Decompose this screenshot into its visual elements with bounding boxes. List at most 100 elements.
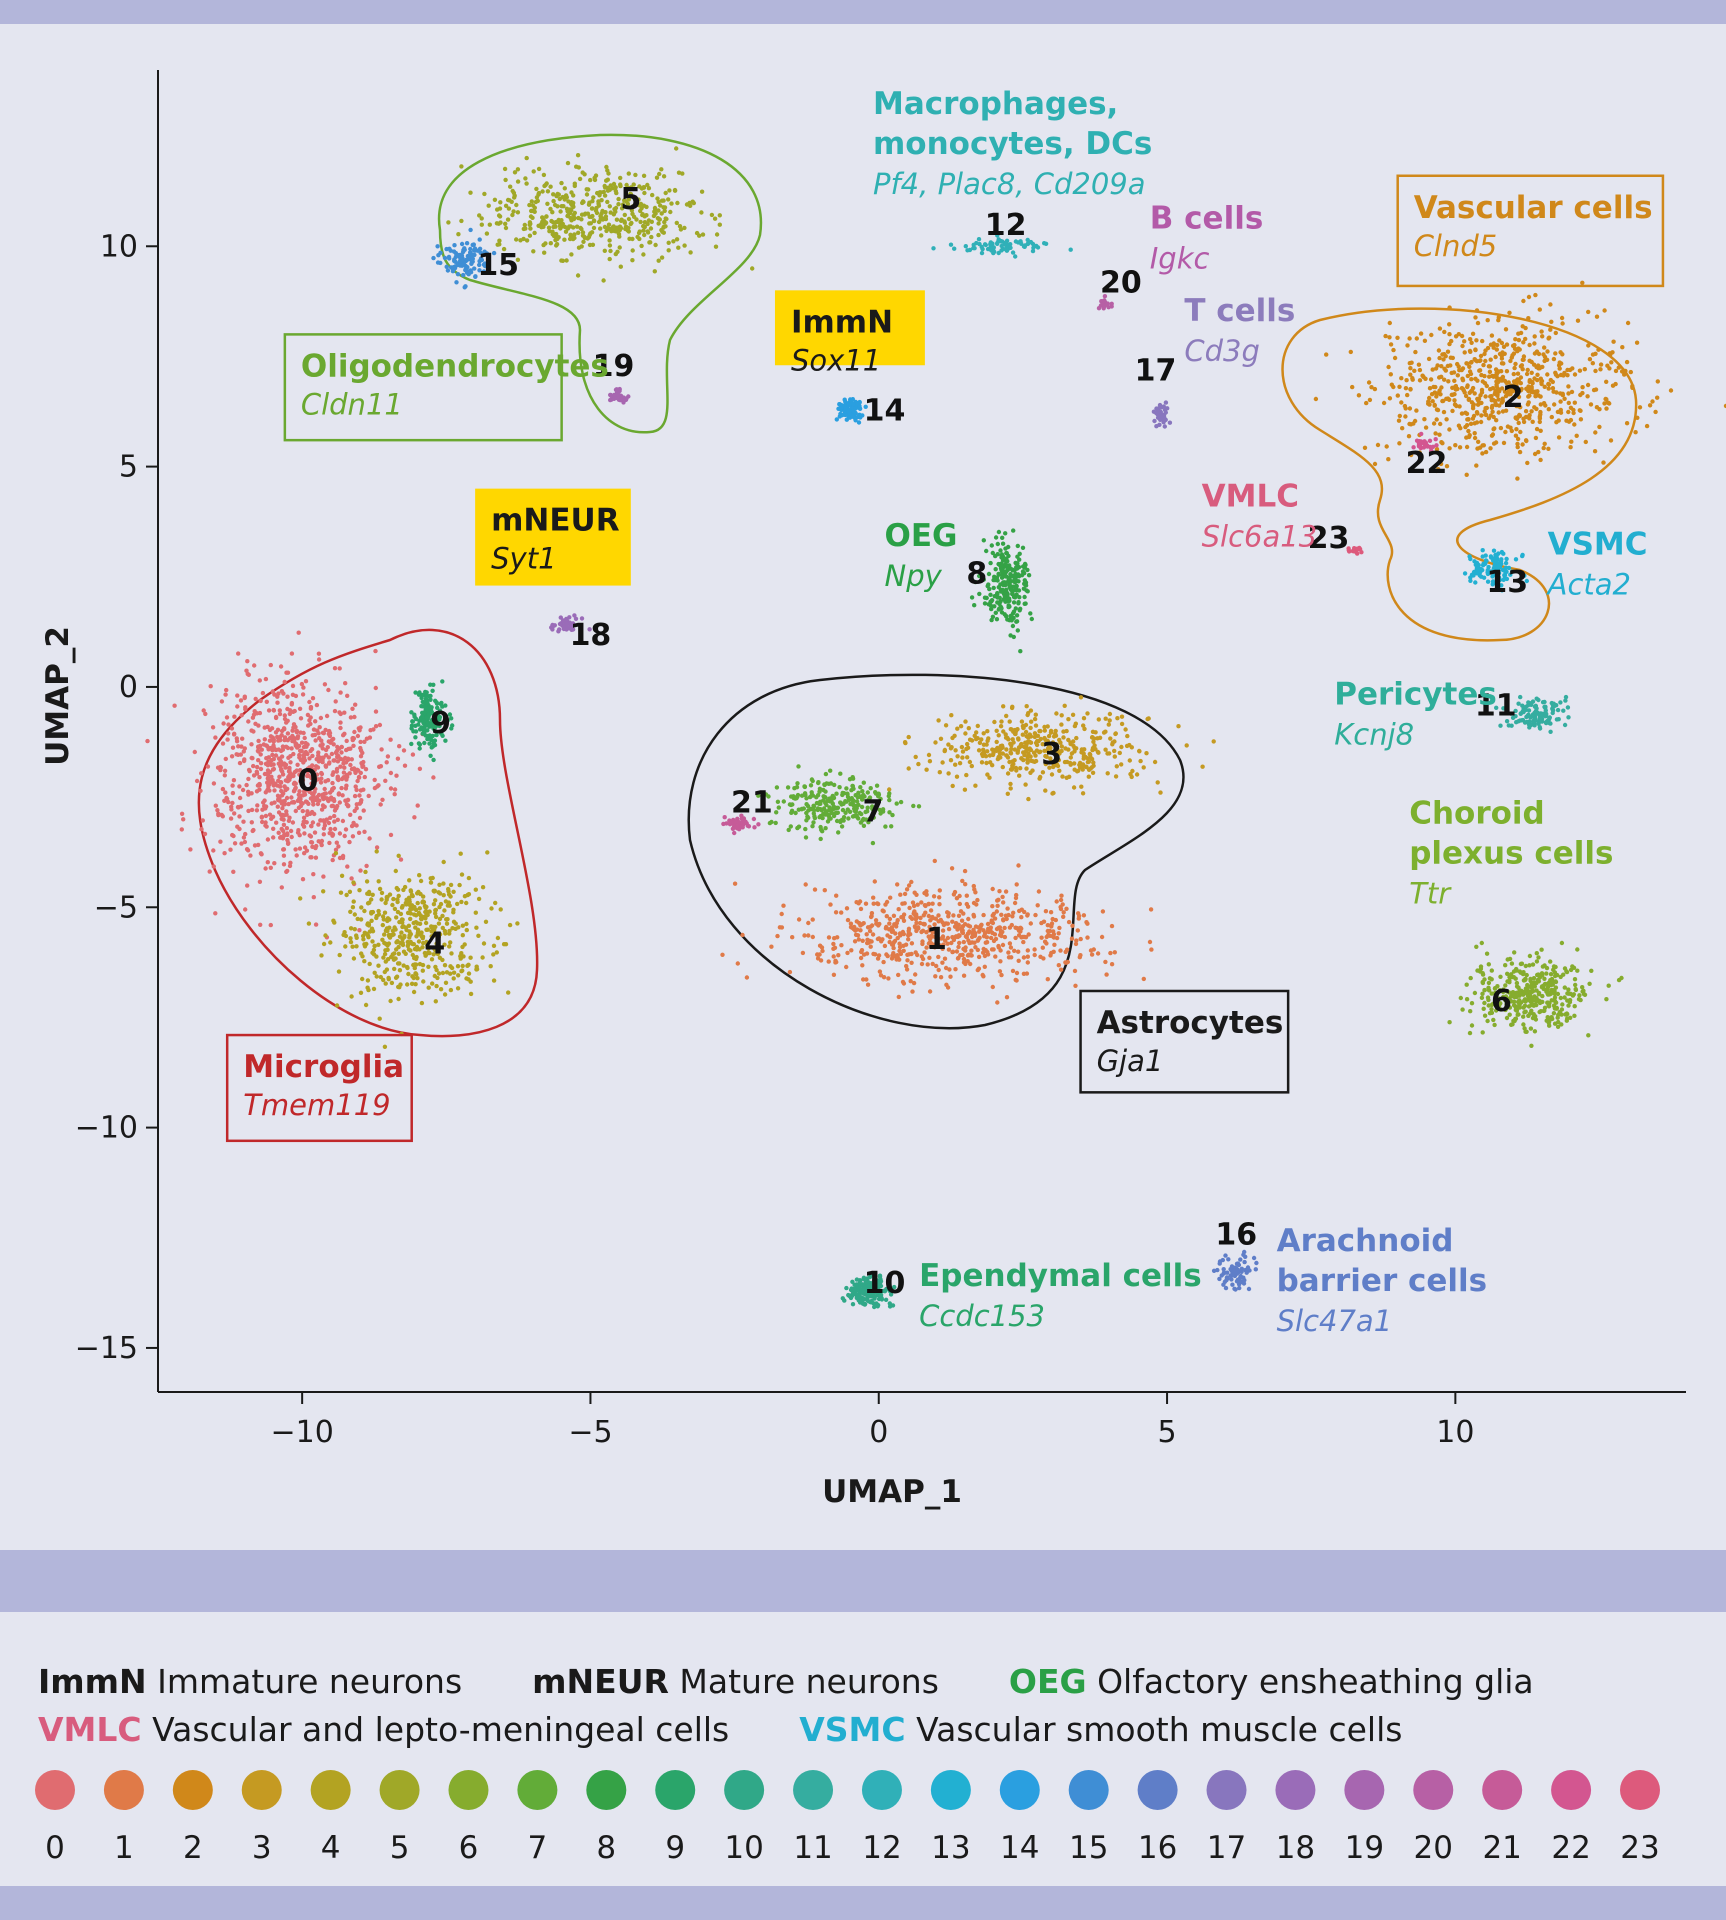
data-point	[265, 776, 270, 781]
data-point	[359, 905, 364, 910]
data-point	[522, 222, 527, 228]
data-point	[1472, 431, 1477, 436]
data-point	[619, 217, 624, 222]
data-point	[427, 945, 432, 950]
data-point	[257, 710, 263, 716]
data-point	[1538, 428, 1543, 433]
data-point	[1566, 400, 1572, 406]
data-point	[1486, 416, 1492, 421]
data-point	[338, 720, 343, 725]
data-point	[1539, 999, 1544, 1005]
data-point	[350, 905, 356, 910]
data-point	[1478, 966, 1484, 972]
data-point	[602, 248, 607, 253]
data-point	[320, 792, 325, 797]
data-point	[1021, 750, 1026, 755]
data-point	[1450, 392, 1455, 397]
data-point	[1538, 394, 1543, 399]
data-point	[958, 909, 964, 914]
data-point	[505, 217, 511, 222]
data-point	[250, 828, 255, 834]
data-point	[1049, 772, 1055, 777]
data-point	[278, 664, 284, 669]
data-point	[1465, 383, 1470, 388]
data-point	[284, 812, 289, 817]
data-point	[589, 230, 595, 235]
data-point	[676, 245, 681, 250]
data-point	[897, 948, 902, 954]
data-point	[449, 716, 454, 721]
data-point	[1486, 962, 1492, 967]
data-point	[1416, 362, 1422, 367]
data-point	[421, 718, 426, 723]
data-point	[258, 766, 264, 772]
data-point	[858, 928, 863, 933]
data-point	[1455, 361, 1460, 367]
data-point	[1504, 342, 1510, 347]
data-point	[324, 817, 329, 822]
data-point	[871, 901, 876, 906]
data-point	[377, 886, 383, 892]
data-point	[1422, 338, 1428, 343]
data-point	[984, 935, 990, 940]
data-point	[1088, 766, 1093, 771]
data-point	[1548, 729, 1553, 734]
data-point	[348, 762, 353, 768]
data-point	[314, 702, 320, 708]
data-point	[308, 855, 313, 860]
data-point	[974, 730, 979, 735]
data-point	[1580, 385, 1585, 390]
data-point	[265, 787, 270, 793]
data-point	[1598, 367, 1603, 372]
data-point	[997, 748, 1002, 753]
data-point	[288, 760, 293, 765]
data-point	[1056, 757, 1062, 763]
data-point	[264, 756, 269, 761]
data-point	[523, 176, 528, 181]
data-point	[1553, 985, 1559, 990]
data-point	[1573, 982, 1578, 988]
data-point	[319, 842, 324, 848]
data-point	[245, 883, 250, 888]
data-point	[877, 807, 882, 813]
data-point	[882, 1289, 888, 1294]
data-point	[1498, 974, 1503, 979]
data-point	[402, 763, 408, 768]
data-point	[857, 1278, 862, 1283]
data-point	[994, 575, 1000, 580]
data-point	[781, 903, 786, 908]
data-point	[310, 696, 316, 701]
data-point	[354, 802, 359, 807]
data-point	[913, 950, 918, 955]
data-point	[1028, 740, 1033, 745]
data-point	[993, 535, 999, 540]
data-point	[306, 921, 312, 926]
data-point	[1403, 386, 1409, 391]
data-point	[1550, 979, 1556, 985]
data-point	[416, 889, 421, 895]
data-point	[607, 226, 612, 232]
data-point	[616, 196, 621, 202]
data-point	[267, 738, 273, 743]
data-point	[249, 807, 255, 813]
data-point	[1024, 704, 1029, 709]
data-point	[865, 1283, 870, 1288]
data-point	[839, 943, 844, 948]
data-point	[914, 912, 919, 917]
data-point	[1496, 397, 1501, 402]
data-point	[488, 964, 493, 969]
data-point	[844, 906, 850, 911]
data-point	[451, 976, 456, 981]
data-point	[848, 921, 854, 926]
data-point	[417, 766, 423, 771]
data-point	[649, 234, 654, 240]
data-point	[273, 753, 279, 758]
data-point	[1036, 889, 1042, 894]
data-point	[256, 842, 261, 848]
data-point	[332, 813, 337, 819]
data-point	[804, 818, 809, 823]
data-point	[981, 742, 987, 747]
data-point	[408, 916, 413, 922]
data-point	[1003, 732, 1008, 737]
data-point	[1404, 378, 1409, 383]
